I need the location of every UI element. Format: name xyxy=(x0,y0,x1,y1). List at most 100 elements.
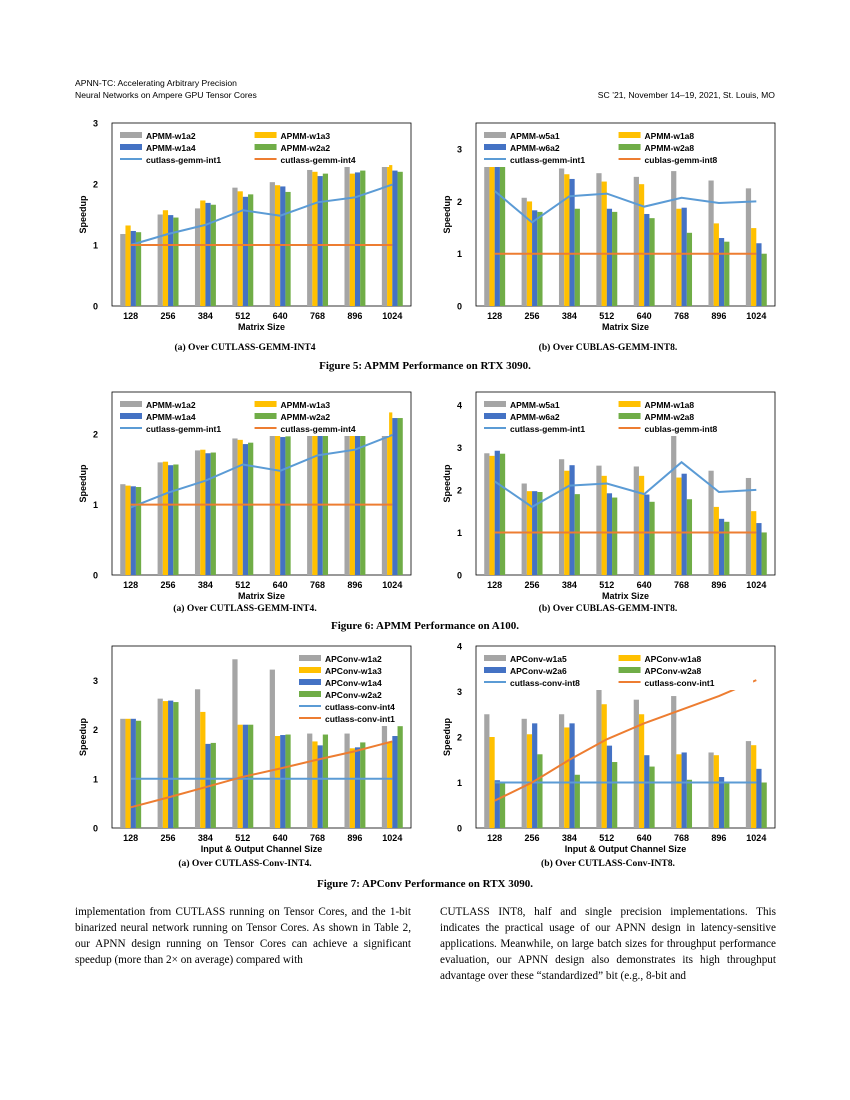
bar-APMM-w1a4 xyxy=(242,444,249,575)
bar-APMM-w2a2 xyxy=(360,419,366,575)
x-tick-label: 128 xyxy=(487,311,502,321)
chart-fig7b: 0 1 2 3 4 Speedup 128 256 384 512 640 768 896 1024 Inp… xyxy=(436,640,781,854)
x-tick-label: 1024 xyxy=(382,833,402,843)
bar-APConv-w1a2 xyxy=(194,689,201,828)
bar-APConv-w1a8 xyxy=(638,714,645,828)
bar-APConv-w1a8 xyxy=(713,755,719,828)
figure-7-caption: Figure 7: APConv Performance on RTX 3090… xyxy=(316,878,534,890)
bar-APMM-w2a2 xyxy=(210,452,216,575)
bar-APConv-w1a5 xyxy=(633,699,639,828)
y-tick-label: 1 xyxy=(457,249,462,259)
bar-APConv-w1a4 xyxy=(317,745,323,828)
bar-APMM-w6a2 xyxy=(756,523,762,575)
legend-swatch xyxy=(254,144,277,150)
bar-APMM-w1a4 xyxy=(130,486,136,575)
bar-APMM-w2a8 xyxy=(724,521,730,575)
legend: APConv-w1a5 APConv-w1a8 APConv-w2a6 APConv-… xyxy=(480,650,754,690)
bar-APConv-w1a2 xyxy=(381,723,388,828)
x-tick-label: 1024 xyxy=(382,311,402,321)
legend: APMM-w1a2 APMM-w1a3 APMM-w1a4 APMM-w2a2 cutl… xyxy=(116,396,390,436)
x-tick-label: 768 xyxy=(674,311,689,321)
bar-APConv-w2a8 xyxy=(612,762,618,828)
bar-APConv-w2a2 xyxy=(322,734,329,828)
x-tick-label: 512 xyxy=(235,580,250,590)
bar-APMM-w1a2 xyxy=(381,161,388,306)
legend-label: cutlass-gemm-int1 xyxy=(146,155,221,165)
x-tick-label: 896 xyxy=(711,311,726,321)
bar-APMM-w2a8 xyxy=(686,499,693,575)
plot-area-frame xyxy=(111,391,412,576)
bar-APMM-w1a4 xyxy=(392,418,398,575)
bar-APConv-w2a6 xyxy=(756,768,762,828)
x-axis-label: Input & Output Channel Size xyxy=(201,844,323,854)
bar-APMM-w1a4 xyxy=(130,230,136,306)
bar-APConv-w1a2 xyxy=(307,733,313,828)
x-tick-label: 256 xyxy=(525,580,540,590)
x-tick-label: 256 xyxy=(525,311,540,321)
bar-APMM-w1a3 xyxy=(162,461,169,575)
bar-APMM-w5a1 xyxy=(558,168,565,306)
bar-APMM-w6a2 xyxy=(569,465,575,575)
bar-APMM-w2a2 xyxy=(173,464,179,575)
bar-APMM-w1a2 xyxy=(194,450,201,575)
legend-label: cutlass-gemm-int1 xyxy=(510,155,585,165)
bar-APMM-w6a2 xyxy=(494,155,500,306)
legend-background xyxy=(116,127,390,167)
legend-label: APMM-w1a4 xyxy=(146,143,196,153)
bar-APMM-w1a2 xyxy=(232,187,238,306)
bar-APMM-w1a3 xyxy=(387,412,393,575)
x-tick-label: 896 xyxy=(347,311,362,321)
legend-background xyxy=(480,396,754,436)
bar-APMM-w1a3 xyxy=(312,417,318,575)
legend-label: APMM-w6a2 xyxy=(510,143,560,153)
bar-APConv-w2a2 xyxy=(135,720,142,828)
bar-APMM-w1a8 xyxy=(489,455,495,575)
legend-swatch xyxy=(484,655,506,661)
legend-background xyxy=(295,650,407,726)
legend-swatch xyxy=(618,132,641,138)
x-axis-label: Matrix Size xyxy=(238,591,285,601)
bar-APConv-w2a8 xyxy=(574,774,580,828)
bar-APMM-w1a3 xyxy=(237,439,243,575)
bar-APMM-w6a2 xyxy=(644,494,650,575)
bar-APMM-w1a3 xyxy=(274,431,281,575)
x-axis-label: Matrix Size xyxy=(602,591,649,601)
y-tick-label: 3 xyxy=(457,687,462,697)
y-tick-label: 1 xyxy=(457,528,462,538)
running-header-left: APNN-TC: Accelerating Arbitrary Precisio… xyxy=(75,77,257,101)
bar-APMM-w1a3 xyxy=(200,200,206,306)
bar-APMM-w1a8 xyxy=(713,223,719,306)
body-text-right: CUTLASS INT8, half and single precision … xyxy=(440,906,776,982)
y-axis-label: Speedup xyxy=(442,718,452,757)
caption-fig6a: (a) Over CUTLASS-GEMM-INT4. xyxy=(173,603,317,614)
bar-APMM-w1a4 xyxy=(280,437,286,575)
chart-fig6a: 0 1 2 Speedup 128 256 384 512 640 768 896 1024 Matri… xyxy=(72,386,417,601)
running-header-right: SC ’21, November 14–19, 2021, St. Louis,… xyxy=(597,90,775,100)
x-tick-label: 768 xyxy=(310,833,325,843)
legend-label: cutlass-gemm-int1 xyxy=(510,424,585,434)
x-tick-label: 768 xyxy=(674,833,689,843)
bar-APConv-w1a4 xyxy=(168,700,174,828)
bar-APMM-w2a2 xyxy=(397,171,403,306)
x-tick-label: 512 xyxy=(235,833,250,843)
x-tick-label: 1024 xyxy=(746,833,766,843)
bar-APMM-w6a2 xyxy=(718,518,725,575)
x-tick-label: 128 xyxy=(487,580,502,590)
chart-svg-fig5b: 0 1 2 3 Speedup 128 256 384 512 640 768 896 1024 Matr… xyxy=(442,122,776,332)
bar-APMM-w1a4 xyxy=(317,176,323,306)
bar-APConv-w1a2 xyxy=(232,659,238,828)
legend-label: APMM-w1a2 xyxy=(146,400,196,410)
bar-APMM-w2a2 xyxy=(322,424,329,575)
legend-label: APMM-w2a2 xyxy=(281,412,331,422)
bar-APMM-w2a8 xyxy=(649,501,655,575)
bar-APMM-w5a1 xyxy=(484,149,490,306)
y-tick-label: 3 xyxy=(93,119,98,129)
x-tick-label: 896 xyxy=(711,580,726,590)
x-tick-label: 256 xyxy=(161,833,176,843)
legend-swatch xyxy=(484,401,506,407)
x-tick-label: 768 xyxy=(310,311,325,321)
bar-APMM-w1a4 xyxy=(168,465,174,575)
y-tick-label: 0 xyxy=(93,824,98,834)
bar-APMM-w5a1 xyxy=(596,173,602,306)
bar-APMM-w1a2 xyxy=(194,208,201,306)
